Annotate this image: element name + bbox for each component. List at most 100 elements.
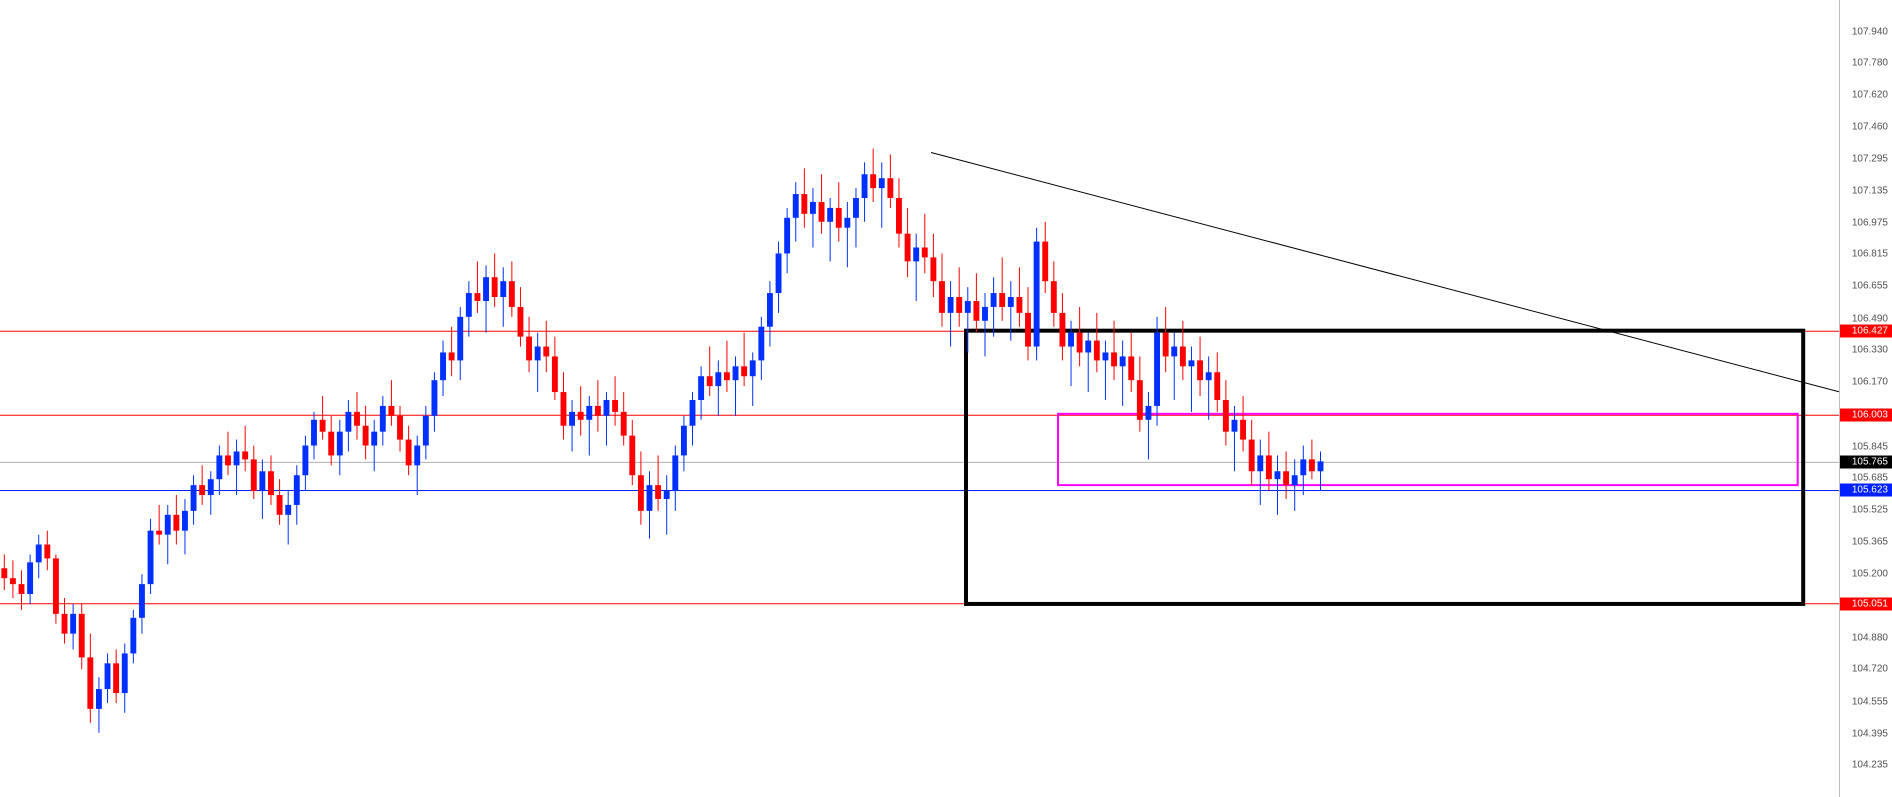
candle-body (844, 218, 850, 228)
candle-body (234, 451, 240, 465)
candle-body (698, 376, 704, 400)
candle-body (173, 515, 179, 531)
price-chart[interactable]: 107.940107.780107.620107.460107.295107.1… (0, 0, 1892, 797)
candle-body (500, 281, 506, 297)
candle-body (1283, 471, 1289, 485)
candle-body (612, 400, 618, 412)
candle-body (397, 416, 403, 440)
candle-body (750, 360, 756, 376)
candle-body (1137, 380, 1143, 420)
candle-body (905, 234, 911, 262)
candle-body (741, 366, 747, 376)
candle-body (629, 436, 635, 476)
candle-body (431, 380, 437, 416)
candle-body (1275, 471, 1281, 479)
candle-body (79, 614, 85, 658)
candle-body (259, 471, 265, 491)
y-tick: 105.200 (1852, 569, 1888, 580)
candle-body (1292, 475, 1298, 485)
candle-body (191, 485, 197, 511)
candle-body (939, 281, 945, 313)
candle-body (449, 352, 455, 360)
price-tag-red-line-2: 106.003 (1840, 409, 1892, 422)
price-tag-grey-price: 105.765 (1840, 456, 1892, 469)
candle-body (819, 202, 825, 222)
candle-body (70, 614, 76, 634)
black-rectangle (966, 331, 1803, 604)
candle-body (1318, 461, 1324, 471)
candle-body (518, 307, 524, 337)
y-tick: 106.330 (1852, 345, 1888, 356)
candle-body (53, 558, 59, 613)
magenta-rectangle (1058, 414, 1798, 485)
candle-body (647, 485, 653, 511)
candle-body (1171, 347, 1177, 357)
candle-body (242, 451, 248, 459)
candle-body (578, 412, 584, 420)
y-tick: 107.780 (1852, 58, 1888, 69)
candle-body (122, 653, 128, 693)
candle-body (535, 347, 541, 361)
candle-body (1077, 333, 1083, 353)
candle-body (1257, 455, 1263, 471)
y-tick: 105.845 (1852, 441, 1888, 452)
candle-body (1300, 459, 1306, 475)
candle-body (526, 337, 532, 361)
candle-body (621, 412, 627, 436)
candle-body (113, 663, 119, 693)
candle-body (862, 174, 868, 198)
candle-body (982, 307, 988, 321)
y-tick: 107.620 (1852, 90, 1888, 101)
y-tick: 104.880 (1852, 632, 1888, 643)
candle-body (913, 248, 919, 262)
candle-body (440, 352, 446, 380)
y-tick: 106.975 (1852, 217, 1888, 228)
candle-body (268, 471, 274, 495)
candle-body (1042, 242, 1048, 282)
candle-body (475, 293, 481, 301)
candle-body (406, 440, 412, 466)
candle-body (363, 426, 369, 446)
candle-body (457, 317, 463, 361)
y-tick: 105.525 (1852, 504, 1888, 515)
candle-body (328, 432, 334, 456)
candle-body (767, 293, 773, 327)
candle-body (371, 432, 377, 446)
candle-body (965, 301, 971, 313)
candle-body (130, 618, 136, 654)
candle-body (681, 426, 687, 456)
candle-body (345, 412, 351, 432)
candle-body (320, 420, 326, 432)
trendline (931, 152, 1840, 392)
candle-body (664, 491, 670, 499)
candle-body (836, 208, 842, 228)
candle-body (569, 412, 575, 426)
candle-body (1128, 356, 1134, 380)
candle-body (96, 689, 102, 709)
candle-body (552, 356, 558, 392)
y-tick: 107.460 (1852, 121, 1888, 132)
candle-body (1189, 360, 1195, 366)
candle-body (27, 562, 33, 594)
candle-body (1120, 356, 1126, 366)
y-tick: 106.815 (1852, 249, 1888, 260)
candle-body (87, 657, 93, 708)
candle-body (561, 392, 567, 426)
candle-body (922, 248, 928, 258)
candle-body (801, 194, 807, 214)
candle-body (690, 400, 696, 426)
candle-body (1068, 333, 1074, 347)
candle-body (715, 372, 721, 386)
candle-body (1051, 281, 1057, 313)
candle-body (1232, 420, 1238, 432)
candle-body (793, 194, 799, 218)
candle-body (776, 253, 782, 293)
chart-canvas (0, 0, 1840, 797)
candle-body (672, 455, 678, 491)
candle-body (1163, 333, 1169, 357)
candle-body (294, 475, 300, 505)
candle-body (973, 301, 979, 321)
candle-body (1223, 400, 1229, 432)
candle-body (1240, 420, 1246, 440)
candle-body (733, 366, 739, 380)
